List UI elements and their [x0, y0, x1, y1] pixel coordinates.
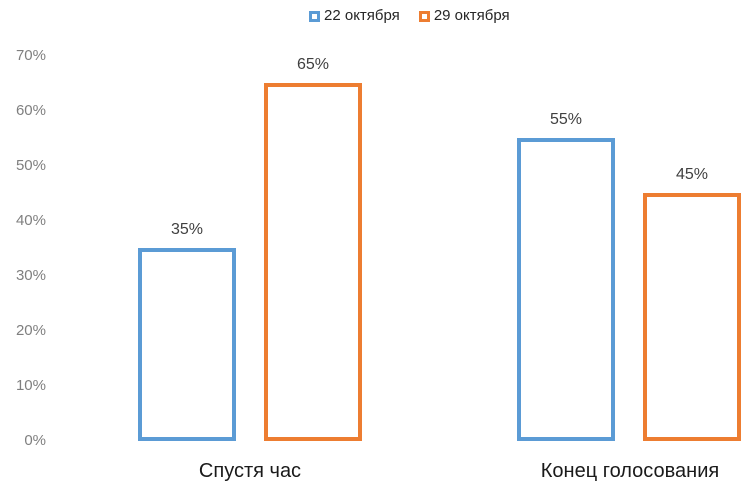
category-label-spustya-chas: Спустя час [198, 460, 302, 482]
data-label-series2-group1: 65% [296, 56, 330, 73]
chart-legend: 22 октября 29 октября [309, 7, 510, 25]
y-axis-tick-label: 50% [15, 157, 46, 174]
data-label-series1-group1: 35% [170, 221, 204, 238]
data-label-series2-group2: 45% [675, 166, 709, 183]
y-axis-tick-label: 40% [15, 212, 46, 229]
category-label-konets-golosovaniya: Конец голосования [540, 460, 720, 482]
bar-series2-group2 [643, 193, 741, 441]
y-axis-tick-label: 30% [15, 267, 46, 284]
legend-item-29-oktyabrya: 29 октября [418, 7, 510, 25]
legend-label-22-oktyabrya: 22 октября [324, 7, 400, 24]
y-axis-tick-label: 70% [15, 47, 46, 64]
bar-series1-group2 [517, 138, 615, 441]
legend-swatch-blue-icon [309, 10, 320, 22]
y-axis-tick-label: 60% [15, 102, 46, 119]
bar-series2-group1 [264, 83, 362, 441]
y-axis-tick-label: 10% [15, 377, 46, 394]
bar-series1-group1 [138, 248, 236, 441]
legend-label-29-oktyabrya: 29 октября [433, 7, 510, 24]
legend-item-22-oktyabrya: 22 октября [309, 7, 400, 25]
y-axis-tick-label: 20% [15, 322, 46, 339]
y-axis-tick-label: 0% [24, 432, 46, 449]
data-label-series1-group2: 55% [549, 111, 583, 128]
legend-swatch-orange-icon [418, 10, 430, 22]
